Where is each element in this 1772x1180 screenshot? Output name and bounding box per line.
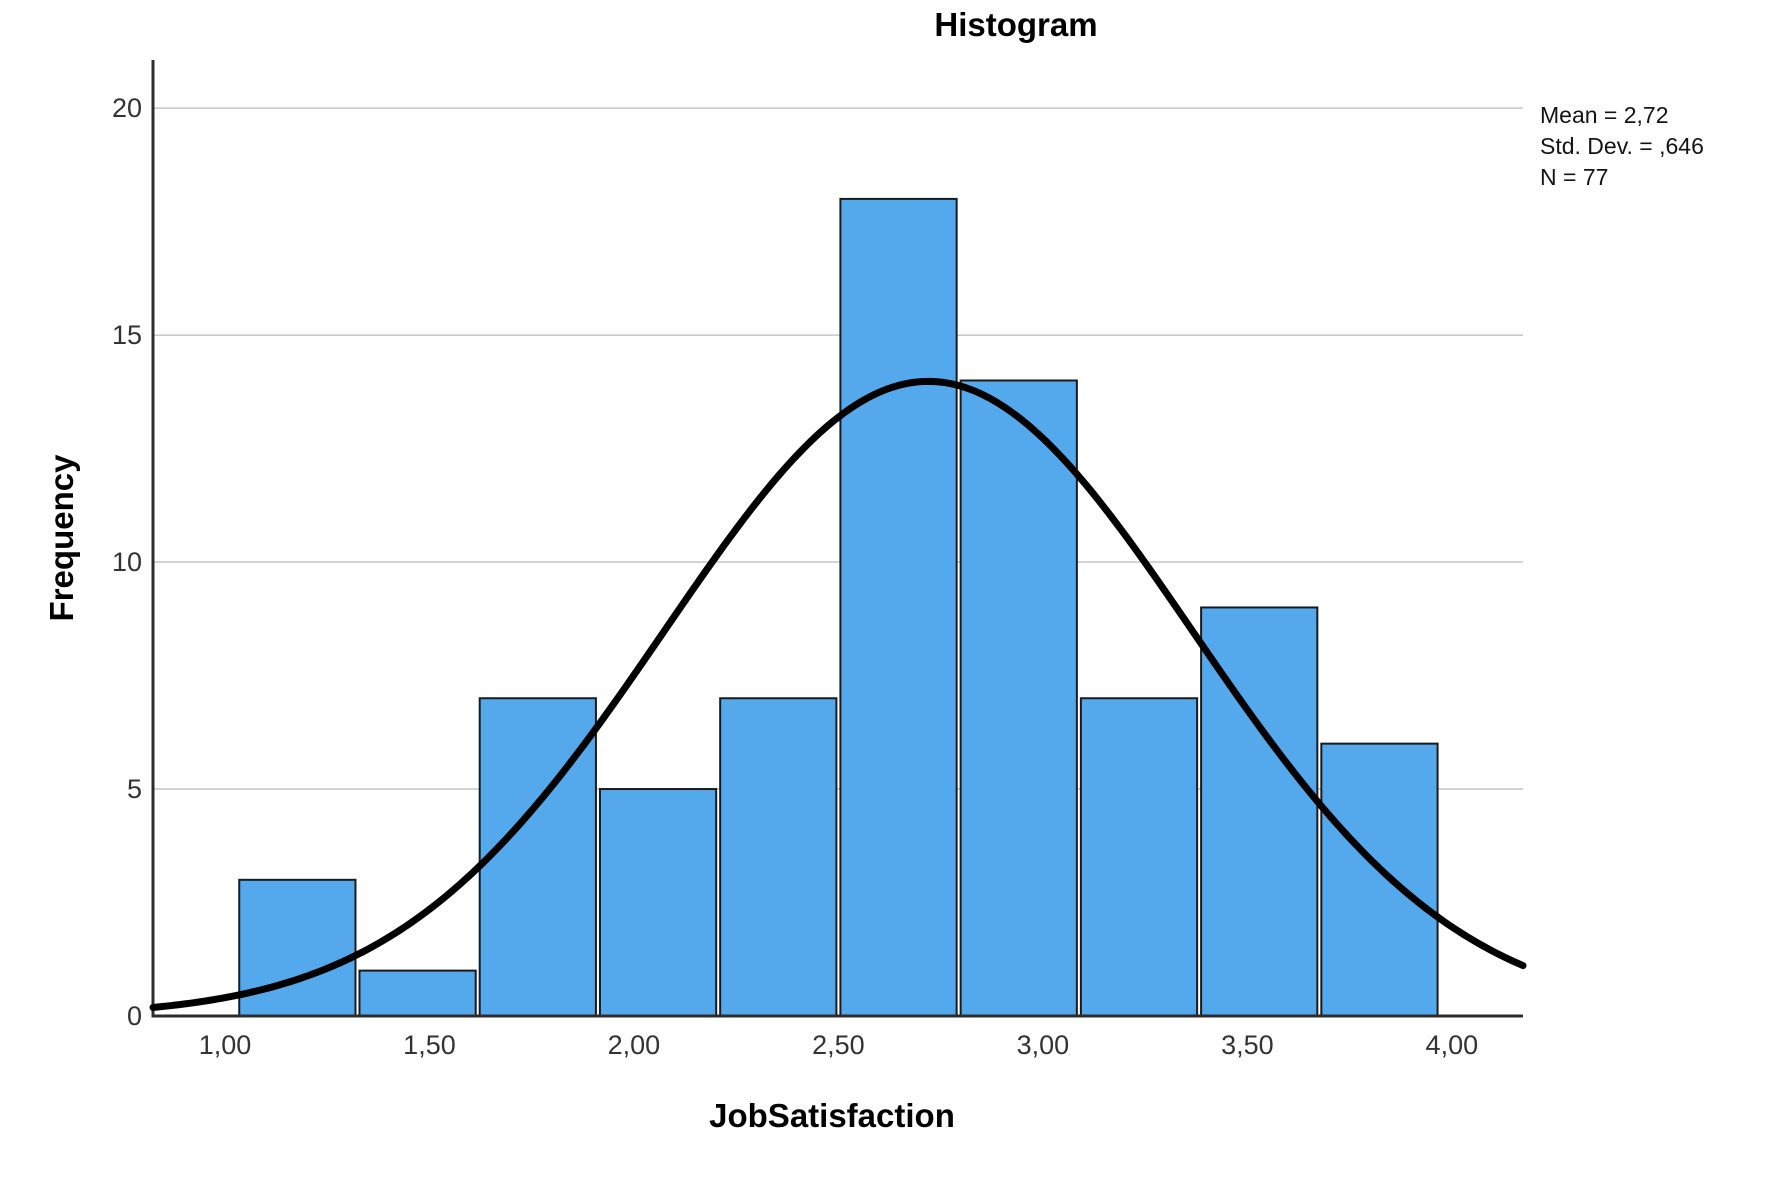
x-tick-label: 3,50: [1221, 1030, 1274, 1060]
histogram-bar: [238, 878, 357, 1018]
y-axis-title: Frequency: [43, 454, 80, 622]
normal-curve: [149, 377, 1527, 1011]
stat-n: N = 77: [1540, 164, 1609, 190]
histogram-bar: [478, 697, 597, 1017]
chart-title: Histogram: [934, 6, 1098, 43]
x-tick-label: 2,50: [812, 1030, 865, 1060]
x-tick-label: 3,00: [1017, 1030, 1070, 1060]
x-tick-label: 1,50: [403, 1030, 456, 1060]
histogram-bar: [598, 788, 718, 1017]
histogram-bar: [1079, 697, 1199, 1017]
histogram-bar: [1320, 742, 1439, 1017]
y-tick-label: 20: [112, 93, 142, 123]
histogram-bar: [719, 697, 838, 1017]
histogram-bar: [839, 197, 958, 1017]
y-tick-label: 5: [127, 774, 142, 804]
stat-std-dev: Std. Dev. = ,646: [1540, 133, 1704, 159]
stats-block: Mean = 2,72 Std. Dev. = ,646 N = 77: [1540, 100, 1704, 193]
y-tick-label: 0: [127, 1001, 142, 1031]
x-tick-label: 1,00: [199, 1030, 252, 1060]
x-axis-title: JobSatisfaction: [709, 1097, 955, 1134]
x-tick-label: 4,00: [1426, 1030, 1479, 1060]
x-tick-label: 2,00: [608, 1030, 661, 1060]
y-tick-label: 10: [112, 547, 142, 577]
histogram-bar: [959, 379, 1078, 1017]
y-tick-label: 15: [112, 320, 142, 350]
histogram-bar: [358, 969, 477, 1018]
stat-mean: Mean = 2,72: [1540, 102, 1669, 128]
